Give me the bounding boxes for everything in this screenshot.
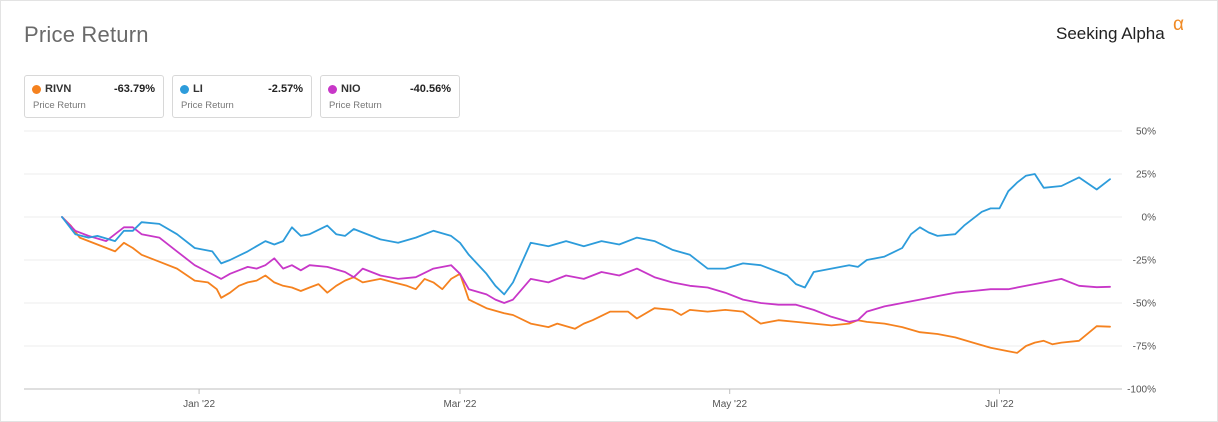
legend-value: -63.79% xyxy=(114,83,155,95)
legend-subtitle: Price Return xyxy=(33,100,86,111)
legend-ticker: LI xyxy=(193,83,203,95)
legend-item-li[interactable]: LI -2.57% Price Return xyxy=(172,75,312,118)
alpha-icon: α xyxy=(1173,14,1184,35)
x-tick-label: Mar '22 xyxy=(443,399,476,410)
legend-subtitle: Price Return xyxy=(329,100,382,111)
nio-dot-icon xyxy=(328,85,337,94)
x-tick-label: Jul '22 xyxy=(985,399,1014,410)
legend-value: -2.57% xyxy=(268,83,303,95)
y-tick-label: 25% xyxy=(1136,170,1156,181)
x-tick-label: May '22 xyxy=(712,399,747,410)
y-tick-label: -50% xyxy=(1133,299,1156,310)
series-line-li xyxy=(61,173,1111,296)
y-tick-label: -25% xyxy=(1133,256,1156,267)
legend-ticker: RIVN xyxy=(45,83,72,95)
series-line-rivn xyxy=(61,216,1111,354)
rivn-dot-icon xyxy=(32,85,41,94)
legend-value: -40.56% xyxy=(410,83,451,95)
x-tick-label: Jan '22 xyxy=(183,399,215,410)
y-tick-label: 50% xyxy=(1136,127,1156,138)
li-dot-icon xyxy=(180,85,189,94)
brand-logo: Seeking Alpha α xyxy=(1056,14,1184,44)
legend-item-rivn[interactable]: RIVN -63.79% Price Return xyxy=(24,75,164,118)
legend-ticker: NIO xyxy=(341,83,361,95)
legend-subtitle: Price Return xyxy=(181,100,234,111)
y-tick-label: 0% xyxy=(1142,213,1157,224)
brand-name: Seeking Alpha xyxy=(1056,24,1165,43)
page-title: Price Return xyxy=(24,22,149,47)
legend-item-nio[interactable]: NIO -40.56% Price Return xyxy=(320,75,460,118)
series-line-nio xyxy=(61,216,1111,323)
y-tick-label: -75% xyxy=(1133,342,1156,353)
y-tick-label: -100% xyxy=(1127,385,1156,396)
